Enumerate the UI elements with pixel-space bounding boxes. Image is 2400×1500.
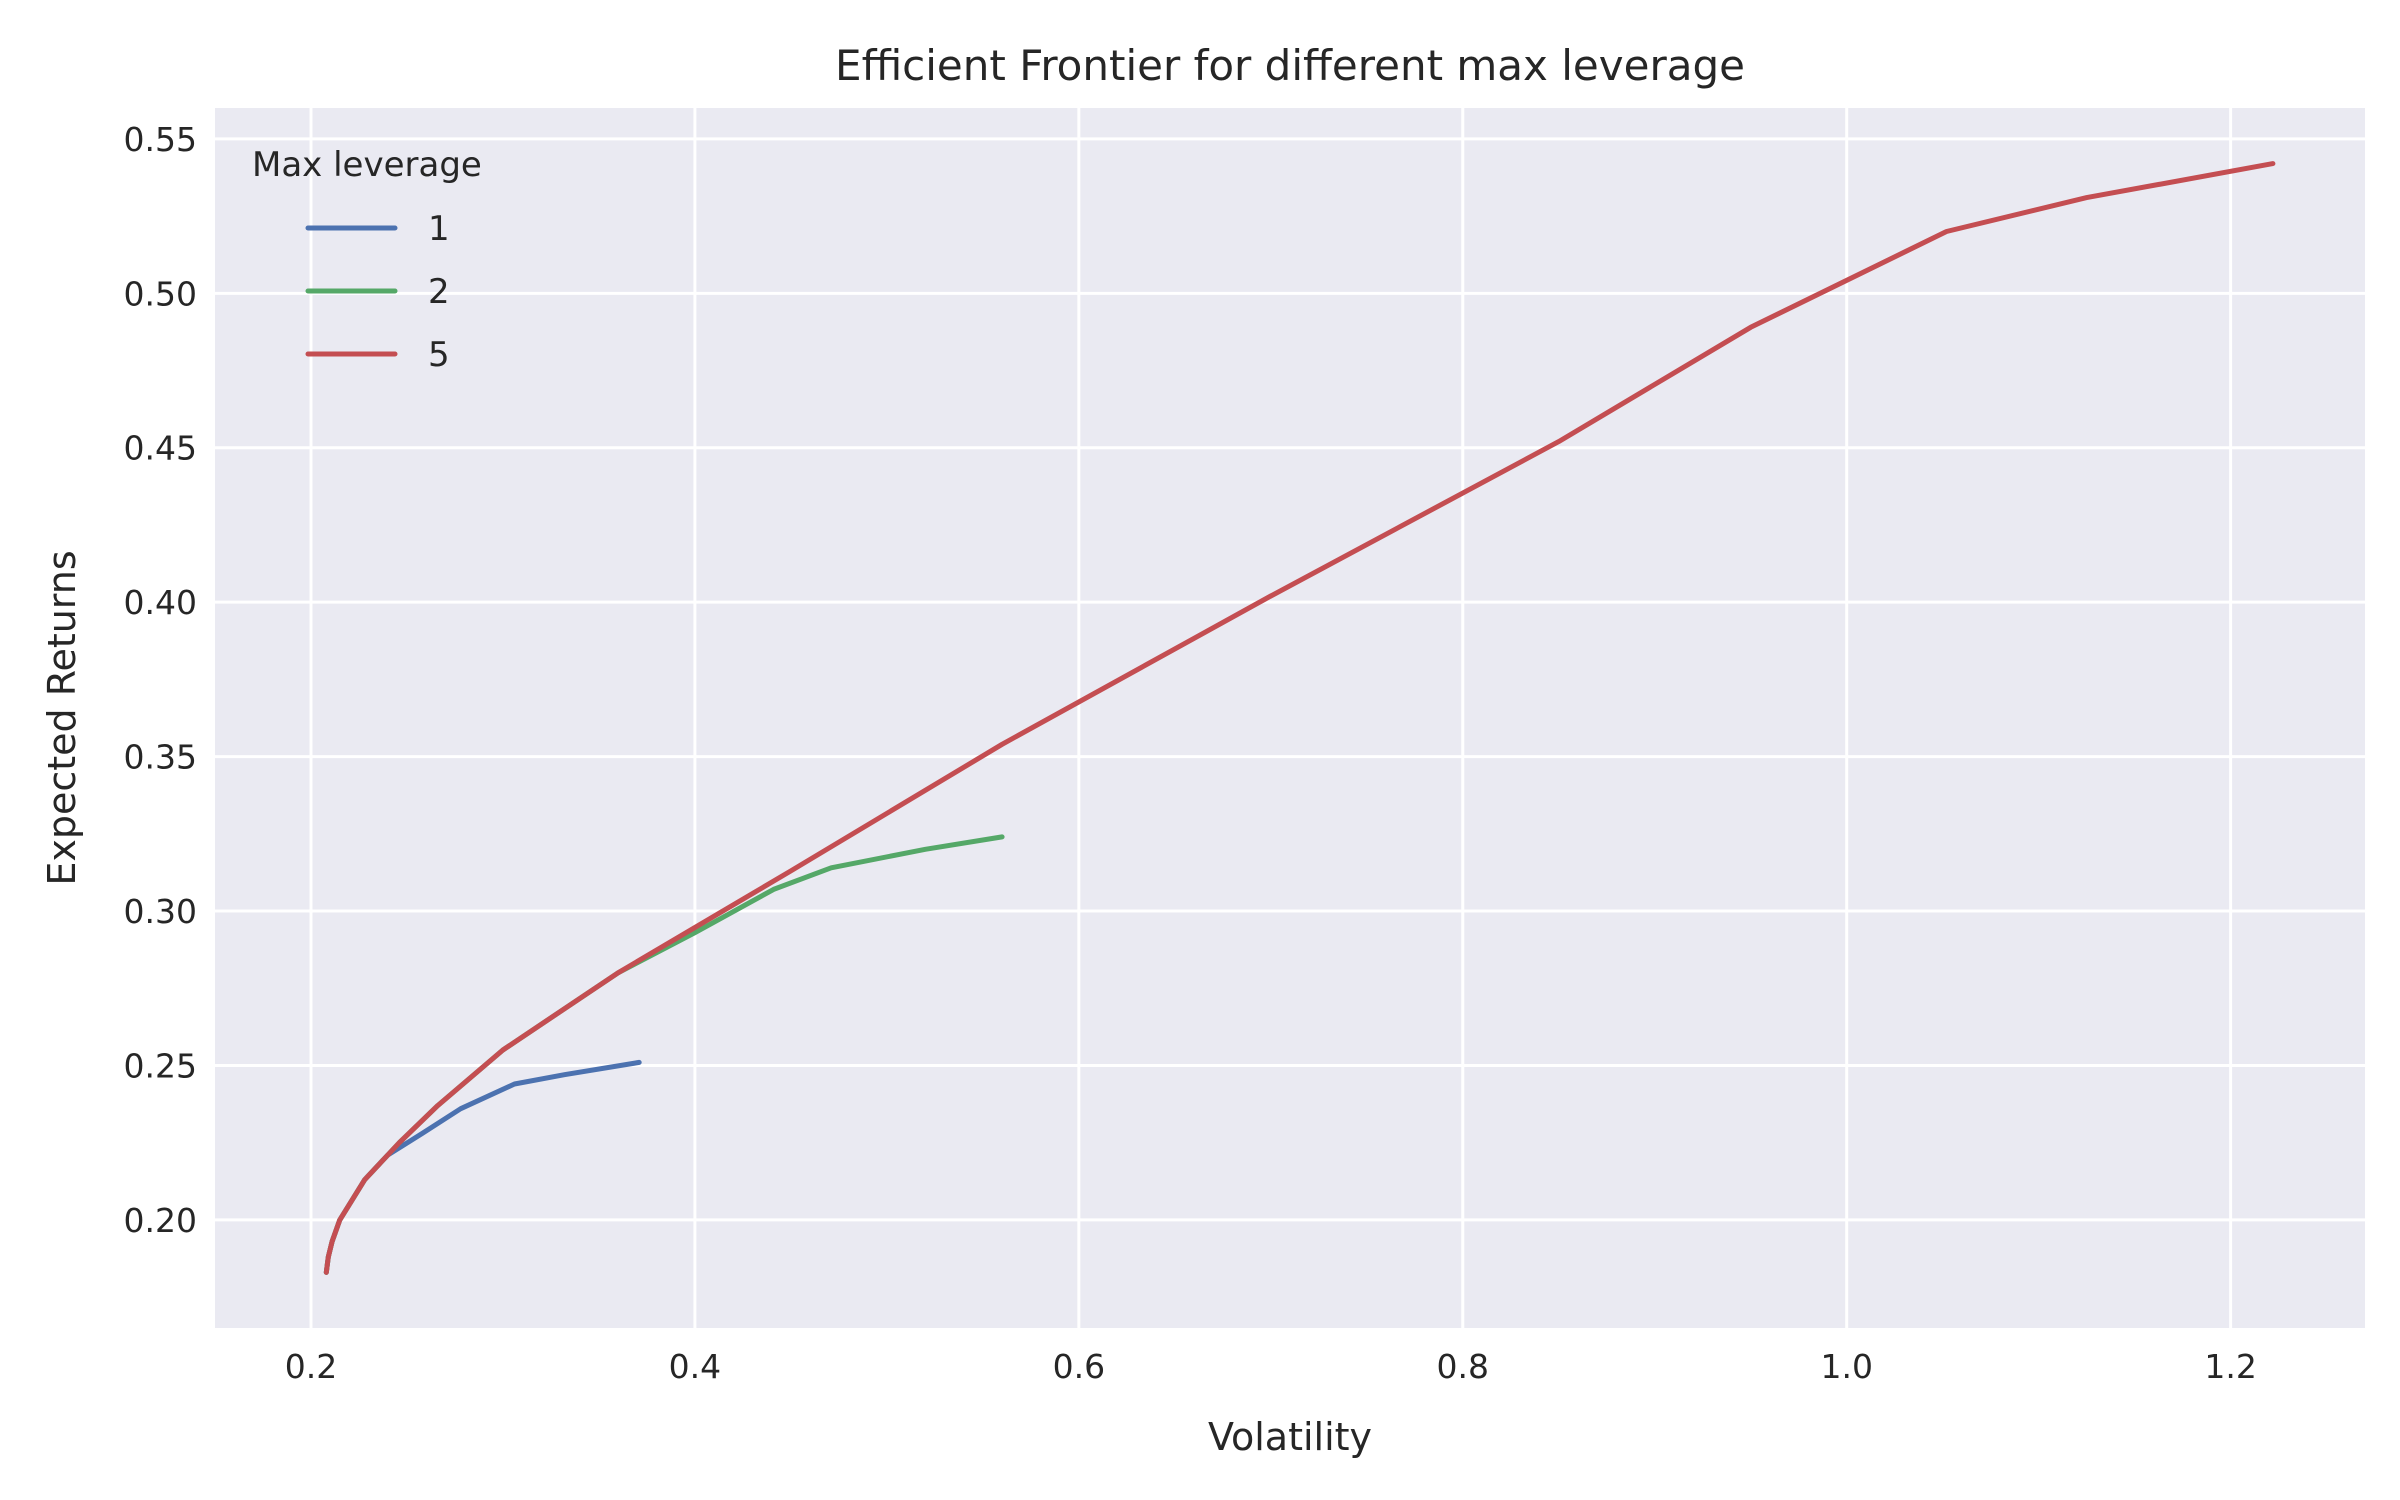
- y-tick-label: 0.40: [124, 583, 197, 622]
- x-axis-label: Volatility: [1208, 1415, 1372, 1459]
- x-tick-label: 0.8: [1437, 1347, 1489, 1386]
- grid: [215, 108, 2365, 1328]
- x-tick-label: 0.4: [669, 1347, 721, 1386]
- y-tick-label: 0.55: [124, 120, 197, 159]
- y-axis-label: Expected Returns: [40, 550, 84, 885]
- legend-title: Max leverage: [252, 145, 482, 185]
- x-axis-ticks: 0.2 0.4 0.6 0.8 1.0 1.2: [285, 1347, 2257, 1386]
- y-tick-label: 0.20: [124, 1201, 197, 1240]
- series-layer: [323, 161, 2276, 1275]
- legend-label-5: 5: [428, 335, 450, 375]
- x-tick-label: 0.2: [285, 1347, 337, 1386]
- y-tick-label: 0.25: [124, 1046, 197, 1085]
- legend-label-1: 1: [428, 209, 450, 249]
- chart-title: Efficient Frontier for different max lev…: [835, 41, 1745, 90]
- series-line-5: [323, 161, 2276, 1275]
- x-tick-label: 1.2: [2204, 1347, 2256, 1386]
- y-tick-label: 0.45: [124, 429, 197, 468]
- y-axis-ticks: 0.20 0.25 0.30 0.35 0.40 0.45 0.50 0.55: [124, 120, 197, 1240]
- y-tick-label: 0.50: [124, 274, 197, 313]
- plot-background: [215, 108, 2365, 1328]
- x-tick-label: 0.6: [1053, 1347, 1105, 1386]
- y-tick-label: 0.30: [124, 892, 197, 931]
- x-tick-label: 1.0: [1820, 1347, 1872, 1386]
- y-tick-label: 0.35: [124, 738, 197, 777]
- legend-entries: 1 2 5: [305, 209, 450, 375]
- legend-label-2: 2: [428, 272, 450, 312]
- legend: Max leverage 1 2 5: [252, 145, 482, 375]
